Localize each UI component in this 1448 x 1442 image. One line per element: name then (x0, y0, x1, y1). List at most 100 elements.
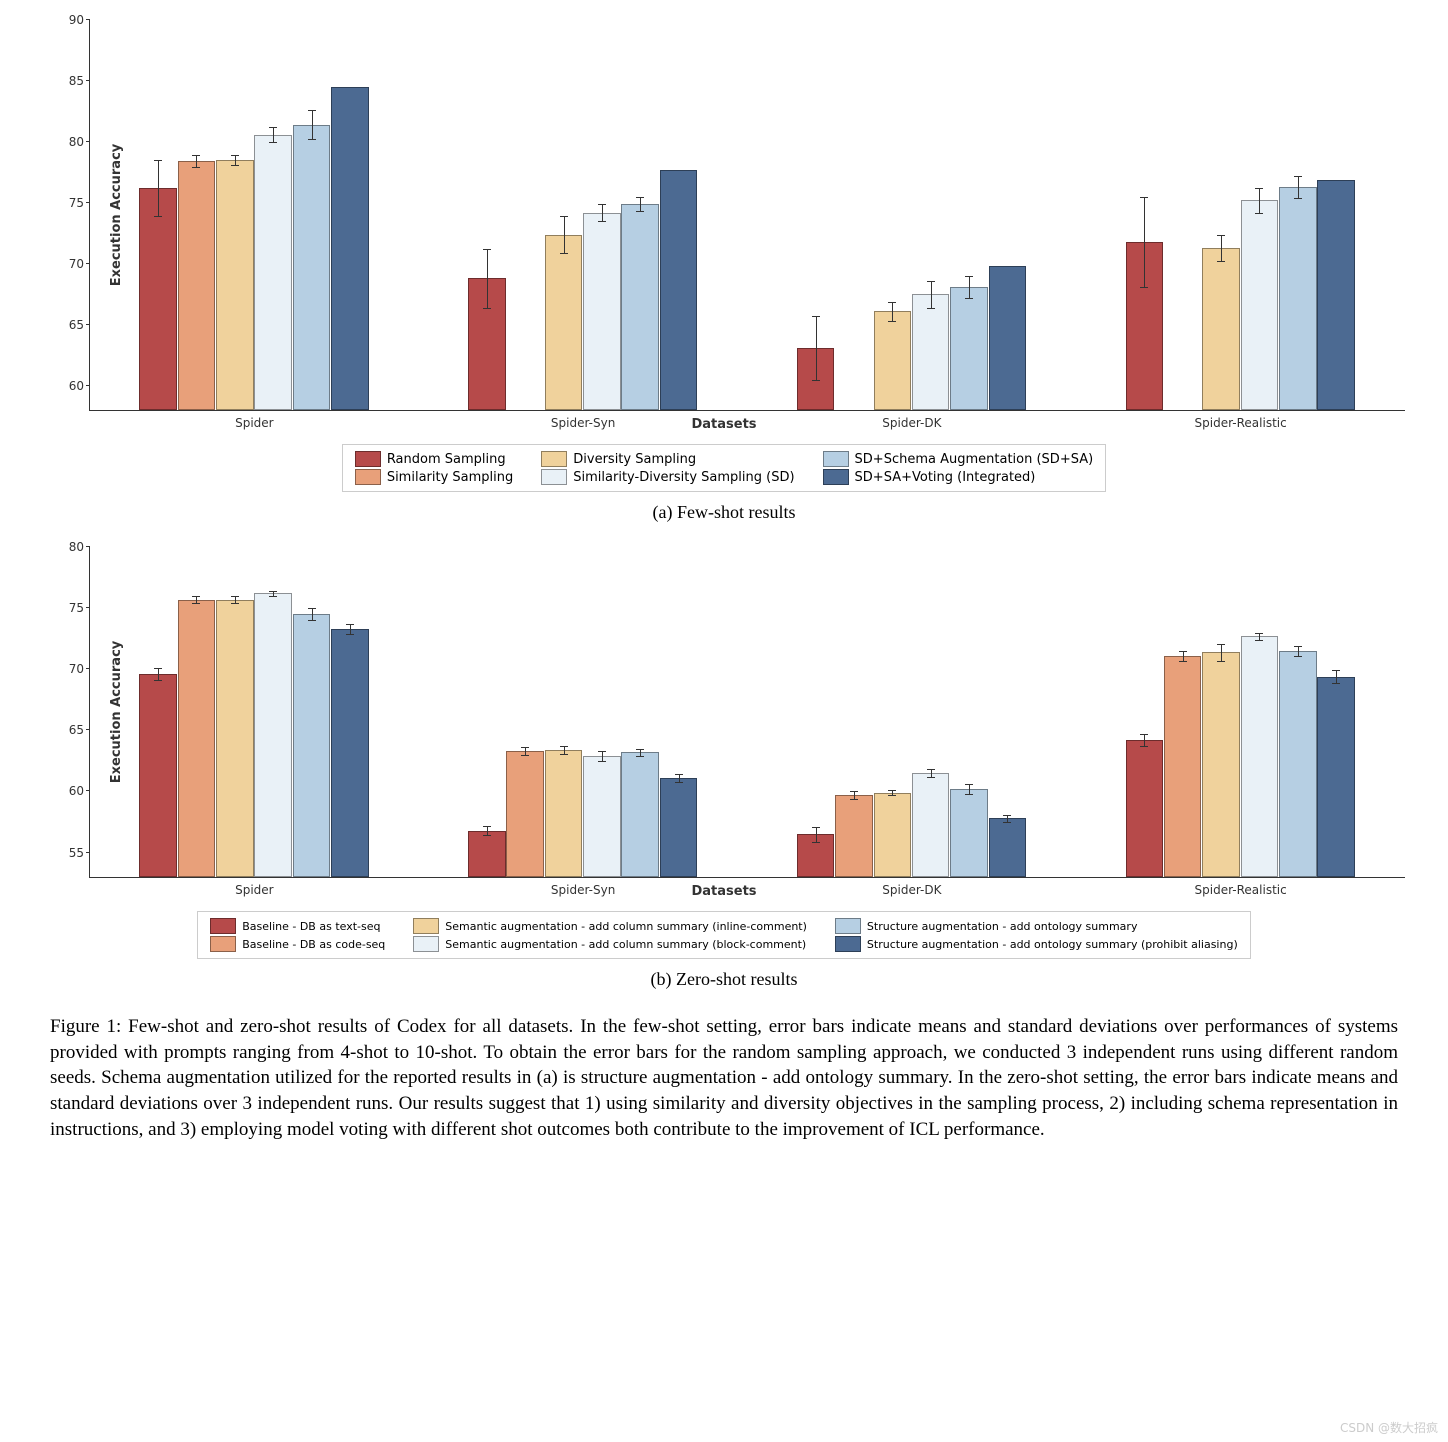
bar (331, 87, 369, 410)
bar (950, 287, 988, 410)
bar (660, 778, 698, 877)
ytick-label: 60 (69, 784, 90, 798)
ytick-label: 70 (69, 662, 90, 676)
legend-item: Diversity Sampling (541, 451, 794, 467)
bar (254, 593, 292, 877)
bar (178, 161, 216, 410)
xtick-label: Spider-DK (882, 877, 941, 897)
legend-swatch (355, 451, 381, 467)
legend-item: Semantic augmentation - add column summa… (413, 918, 807, 934)
legend-swatch (823, 451, 849, 467)
legend-label: Diversity Sampling (573, 452, 696, 467)
bar (293, 614, 331, 877)
legend-swatch (355, 469, 381, 485)
bar (1317, 677, 1355, 877)
legend-item: Random Sampling (355, 451, 513, 467)
bar (216, 160, 254, 410)
bar (874, 311, 912, 410)
bar (468, 831, 506, 877)
ytick-label: 55 (69, 846, 90, 860)
legend-swatch (210, 918, 236, 934)
ytick-label: 80 (69, 540, 90, 554)
bar (912, 294, 950, 410)
xtick-label: Spider-Syn (551, 410, 615, 430)
xtick-label: Spider-DK (882, 410, 941, 430)
ytick-label: 65 (69, 318, 90, 332)
chart-b-ylabel: Execution Accuracy (109, 641, 124, 784)
chart-a-ylabel: Execution Accuracy (109, 144, 124, 287)
legend-label: Similarity Sampling (387, 470, 513, 485)
figure-caption: Figure 1: Few-shot and zero-shot results… (50, 1014, 1398, 1142)
bar (293, 125, 331, 410)
bar (506, 751, 544, 877)
legend-label: SD+Schema Augmentation (SD+SA) (855, 452, 1094, 467)
bar (331, 629, 369, 877)
chart-b-plot: Execution Accuracy 556065707580SpiderSpi… (89, 547, 1405, 878)
watermark: CSDN @数大招疯 (1340, 1419, 1438, 1436)
legend-label: Structure augmentation - add ontology su… (867, 938, 1238, 951)
legend-label: Baseline - DB as text-seq (242, 920, 380, 933)
bar (1126, 740, 1164, 877)
legend-item: Structure augmentation - add ontology su… (835, 936, 1238, 952)
chart-b-legend: Baseline - DB as text-seq Semantic augmen… (197, 911, 1251, 959)
bar (660, 170, 698, 410)
legend-label: Semantic augmentation - add column summa… (445, 920, 807, 933)
bar (139, 188, 177, 410)
bar (1279, 187, 1317, 410)
bar (874, 793, 912, 877)
bar (178, 600, 216, 877)
xtick-label: Spider (235, 410, 274, 430)
legend-item: Similarity Sampling (355, 469, 513, 485)
bar (216, 600, 254, 877)
legend-swatch (835, 918, 861, 934)
ytick-label: 85 (69, 74, 90, 88)
legend-swatch (835, 936, 861, 952)
bar (1202, 652, 1240, 877)
legend-swatch (823, 469, 849, 485)
legend-item: Similarity-Diversity Sampling (SD) (541, 469, 794, 485)
legend-item: SD+Schema Augmentation (SD+SA) (823, 451, 1094, 467)
chart-a-panel: Execution Accuracy 60657075808590SpiderS… (34, 20, 1414, 523)
xtick-label: Spider-Realistic (1195, 410, 1287, 430)
bar (621, 752, 659, 877)
legend-item: Baseline - DB as text-seq (210, 918, 385, 934)
bar (912, 773, 950, 877)
bar (583, 213, 621, 410)
bar (545, 750, 583, 877)
bar (254, 135, 292, 410)
ytick-label: 65 (69, 723, 90, 737)
legend-label: Similarity-Diversity Sampling (SD) (573, 470, 794, 485)
legend-swatch (210, 936, 236, 952)
legend-item: Baseline - DB as code-seq (210, 936, 385, 952)
bar (1241, 636, 1279, 877)
bar (950, 789, 988, 877)
bar (545, 235, 583, 411)
legend-item: Structure augmentation - add ontology su… (835, 918, 1238, 934)
bar (1202, 248, 1240, 410)
bar (989, 818, 1027, 877)
ytick-label: 90 (69, 13, 90, 27)
ytick-label: 60 (69, 379, 90, 393)
legend-item: SD+SA+Voting (Integrated) (823, 469, 1094, 485)
bar (835, 795, 873, 877)
legend-label: SD+SA+Voting (Integrated) (855, 470, 1036, 485)
legend-swatch (541, 469, 567, 485)
bar (989, 266, 1027, 410)
bar (1241, 200, 1279, 410)
chart-a-subcaption: (a) Few-shot results (34, 502, 1414, 523)
legend-label: Semantic augmentation - add column summa… (445, 938, 806, 951)
legend-item: Semantic augmentation - add column summa… (413, 936, 807, 952)
chart-b-panel: Execution Accuracy 556065707580SpiderSpi… (34, 547, 1414, 990)
ytick-label: 75 (69, 196, 90, 210)
legend-swatch (541, 451, 567, 467)
ytick-label: 80 (69, 135, 90, 149)
bar (139, 674, 177, 877)
chart-b-subcaption: (b) Zero-shot results (34, 969, 1414, 990)
legend-swatch (413, 918, 439, 934)
bar (1279, 651, 1317, 877)
figure-container: Execution Accuracy 60657075808590SpiderS… (20, 20, 1428, 1142)
chart-a-plot: Execution Accuracy 60657075808590SpiderS… (89, 20, 1405, 411)
chart-a-legend: Random Sampling Diversity Sampling SD+Sche… (342, 444, 1106, 492)
bar (621, 204, 659, 410)
legend-label: Random Sampling (387, 452, 506, 467)
